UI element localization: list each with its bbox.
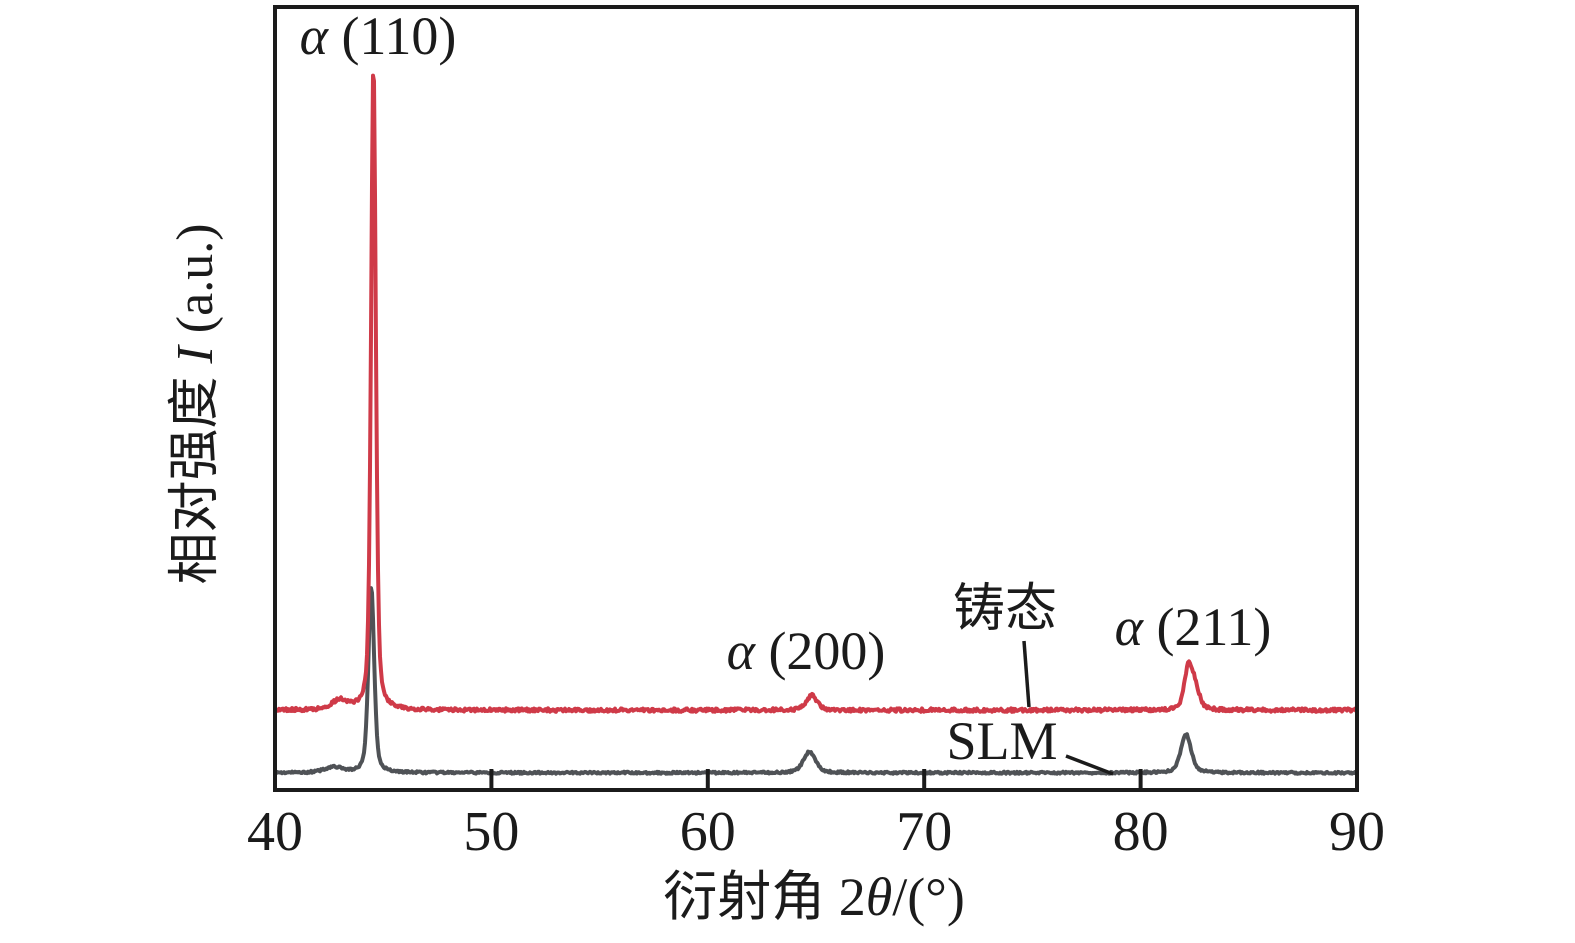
series-label-text: SLM: [946, 711, 1058, 771]
x-axis-title-theta: θ: [865, 867, 893, 927]
curve-cast-state: [273, 73, 1359, 714]
x-tick-label: 40: [247, 801, 303, 863]
peak-label-alpha-211: α (211): [1115, 600, 1272, 654]
peak-label-hkl: (200): [754, 621, 886, 681]
y-axis-title-prefix: 相对强度: [167, 363, 224, 585]
leader-line-cast: [1022, 640, 1031, 708]
y-axis-title-intensity-symbol: I: [167, 346, 224, 364]
x-tick-label: 80: [1112, 801, 1169, 863]
annotation-leader-lines: [1022, 640, 1114, 776]
x-tick-label: 70: [896, 801, 953, 863]
x-tick-label: 90: [1329, 801, 1385, 863]
peak-label-hkl: (110): [327, 6, 457, 66]
peak-label-alpha-glyph: α: [1114, 597, 1143, 657]
peak-label-alpha-200: α (200): [727, 624, 886, 678]
curves: [273, 73, 1359, 776]
plot-frame: [273, 5, 1359, 792]
series-label-text: 铸态: [952, 581, 1058, 638]
x-axis-ticks: [489, 769, 1143, 788]
curve-slm: [274, 586, 1359, 776]
x-axis-title-prefix: 衍射角 2: [663, 867, 866, 927]
peak-label-hkl: (211): [1142, 597, 1272, 657]
peak-label-alpha-glyph: α: [299, 6, 328, 66]
y-axis-title: 相对强度 I (a.u.): [167, 223, 224, 585]
x-tick-label: 60: [679, 801, 736, 863]
y-axis-title-suffix: (a.u.): [167, 223, 224, 347]
x-axis-title-suffix: /(°): [892, 867, 965, 927]
x-axis-title: 衍射角 2θ/(°): [663, 866, 965, 928]
x-tick-label: 50: [463, 801, 520, 863]
peak-label-alpha-110: α (110): [300, 9, 457, 63]
series-label-cast-state: 铸态: [953, 584, 1057, 636]
leader-line-slm: [1065, 754, 1114, 776]
peak-label-alpha-glyph: α: [726, 621, 755, 681]
series-label-slm: SLM: [946, 714, 1057, 768]
